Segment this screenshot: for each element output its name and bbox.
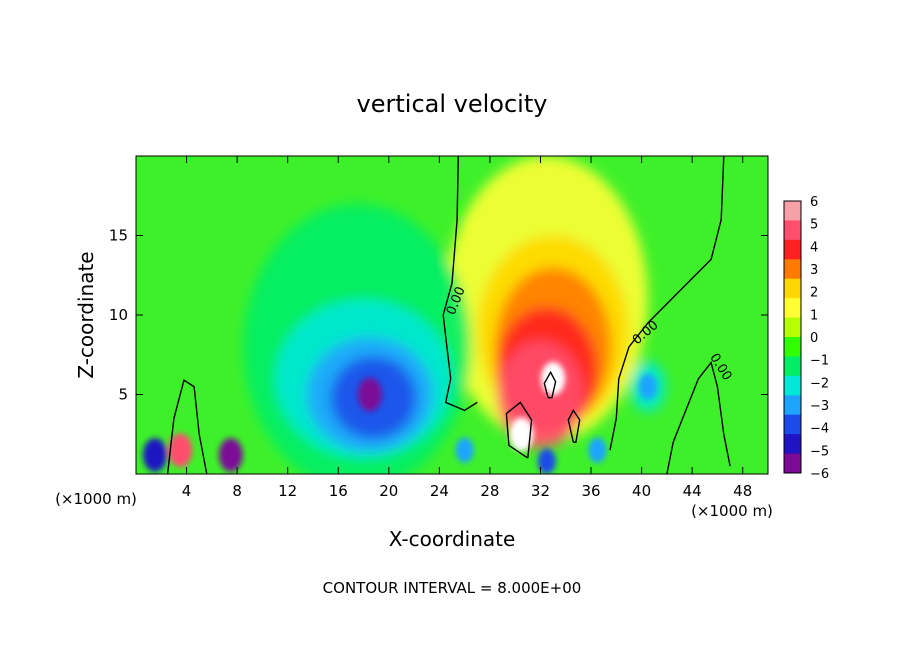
x-tick-label-1: 8 <box>232 482 242 500</box>
feature-updraft-2 <box>168 433 193 467</box>
contour-updraft-upper <box>543 370 557 399</box>
colorbar-tick-8: −2 <box>810 376 829 391</box>
x-tick-label-3: 16 <box>329 482 348 500</box>
colorbar-tick-2: 4 <box>810 240 818 255</box>
feature-downdraft-9 <box>588 437 607 463</box>
x-tick-label-9: 40 <box>632 482 651 500</box>
y-tick-label-1: 10 <box>109 306 128 324</box>
contour-updraft-small <box>567 409 581 443</box>
colorbar-tick-6: 0 <box>810 331 818 346</box>
colorbar-tick-3: 3 <box>810 263 818 278</box>
x-tick-label-11: 48 <box>733 482 752 500</box>
feature-downdraft-4 <box>142 438 167 472</box>
contour-zero-lowleft <box>166 379 208 474</box>
colorbar-swatch-13 <box>784 453 801 474</box>
x-tick-label-4: 20 <box>379 482 398 500</box>
feature-downdraft-3 <box>357 377 382 412</box>
colorbar-tick-0: 6 <box>810 195 818 210</box>
colorbar-tick-5: 1 <box>810 308 818 323</box>
x-tick-label-6: 28 <box>480 482 499 500</box>
x-axis-label: X-coordinate <box>389 527 516 551</box>
colorbar-tick-9: −3 <box>810 399 829 414</box>
contour-updraft-core <box>505 401 533 459</box>
plot-field: 0.000.000.00 <box>136 156 768 474</box>
contour-zero-left <box>442 156 478 412</box>
colorbar-swatch-4 <box>784 278 801 299</box>
colorbar-swatch-10 <box>784 395 801 416</box>
colorbar-swatch-7 <box>784 337 801 357</box>
x-tick-label-0: 4 <box>182 482 192 500</box>
contour-zero-right <box>609 156 725 451</box>
feature-updraft-1 <box>509 417 534 452</box>
y-tick-label-0: 5 <box>118 386 128 404</box>
x-tick-label-10: 44 <box>683 482 702 500</box>
feature-downdraft-6 <box>537 448 556 474</box>
feature-downdraft-7 <box>638 373 657 400</box>
colorbar-swatch-2 <box>784 239 801 260</box>
contour-interval: CONTOUR INTERVAL = 8.000E+00 <box>323 579 582 597</box>
colorbar-tick-4: 2 <box>810 286 818 301</box>
colorbar-swatch-9 <box>784 375 801 396</box>
colorbar-swatch-11 <box>784 414 801 435</box>
y-axis-label: Z-coordinate <box>74 251 98 378</box>
x-unit-left: (×1000 m) <box>55 490 137 508</box>
x-unit-right: (×1000 m) <box>691 502 773 520</box>
chart-title: vertical velocity <box>357 90 548 118</box>
colorbar-swatch-3 <box>784 259 801 280</box>
contour-zero-far-right <box>666 361 731 474</box>
colorbar-swatch-6 <box>784 317 801 338</box>
colorbar-swatch-5 <box>784 298 801 319</box>
x-tick-label-5: 24 <box>430 482 449 500</box>
feature-downdraft-8 <box>455 437 474 463</box>
colorbar-swatch-8 <box>784 356 801 377</box>
y-tick-label-2: 15 <box>109 227 128 245</box>
colorbar: 6 5 4 3 2 1 0 −1 −2 −3 −4 −5 −6 <box>783 195 829 482</box>
x-tick-label-8: 36 <box>581 482 600 500</box>
colorbar-tick-10: −4 <box>810 422 829 437</box>
colorbar-swatch-12 <box>784 434 801 455</box>
colorbar-tick-1: 5 <box>810 218 818 233</box>
colorbar-frame <box>783 200 802 474</box>
x-tick-label-7: 32 <box>531 482 550 500</box>
feature-updraft-0 <box>541 361 566 396</box>
feature-downdraft-5 <box>218 438 243 472</box>
colorbar-tick-12: −6 <box>810 467 829 482</box>
x-tick-label-2: 12 <box>278 482 297 500</box>
colorbar-swatch-0 <box>784 201 801 221</box>
colorbar-swatch-1 <box>784 220 801 241</box>
colorbar-tick-7: −1 <box>810 354 829 369</box>
colorbar-tick-11: −5 <box>810 444 829 459</box>
